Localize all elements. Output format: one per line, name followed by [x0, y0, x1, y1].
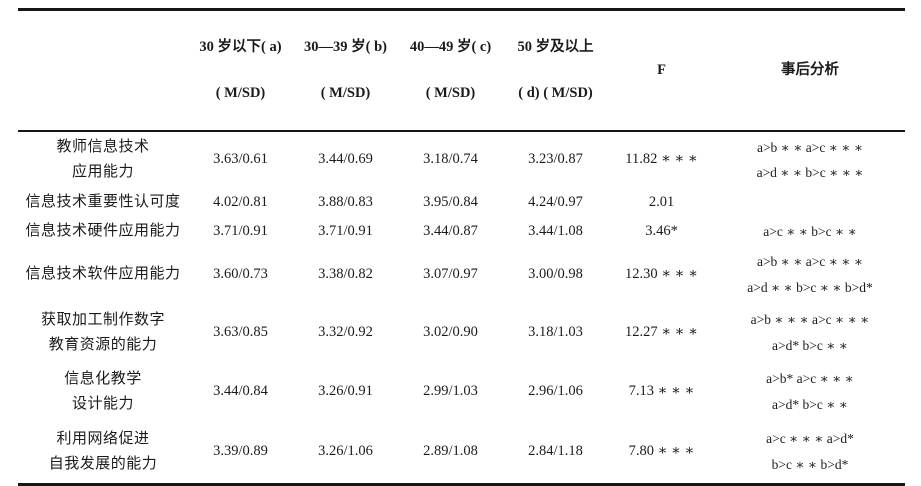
header-cell-group-a: 30 岁以下( a) ( M/SD) — [188, 10, 293, 131]
cell-f-value: 7.80 ∗ ∗ ∗ — [628, 442, 695, 459]
row-label: 信息技术硬件应用能力 — [25, 223, 181, 240]
header-text: 30—39 岁( b) — [304, 38, 387, 55]
cell-group-a: 3.63/0.61 — [213, 151, 268, 168]
cell-group-d: 3.44/1.08 — [528, 222, 583, 239]
cell-group-b: 3.26/1.06 — [318, 442, 373, 459]
cell-posthoc: a>b ∗ ∗ a>c ∗ ∗ ∗ a>d ∗ ∗ b>c ∗ ∗ ∗ — [756, 139, 864, 181]
cell-group-c: 2.89/1.08 — [423, 442, 478, 459]
cell-group-b: 3.88/0.83 — [318, 193, 373, 210]
cell-group-a: 3.63/0.85 — [213, 323, 268, 340]
cell-group-d: 2.96/1.06 — [528, 382, 583, 399]
cell-f-value: 11.82 ∗ ∗ ∗ — [625, 151, 698, 168]
row-label: 信息化教学 设计能力 — [64, 370, 142, 412]
cell-group-d: 3.18/1.03 — [528, 323, 583, 340]
header-cell-posthoc: 事后分析 — [715, 10, 905, 131]
table-row: 信息技术硬件应用能力 3.71/0.91 3.71/0.91 3.44/0.87… — [18, 217, 905, 247]
header-text: F — [657, 62, 666, 79]
header-text: 30 岁以下( a) — [199, 38, 282, 55]
paper-table-page: 30 岁以下( a) ( M/SD) 30—39 岁( b) ( M/SD) 4… — [18, 8, 905, 486]
header-cell-rowlabel — [18, 10, 188, 131]
header-text: 40—49 岁( c) — [409, 38, 492, 55]
cell-f-value: 12.27 ∗ ∗ ∗ — [624, 323, 699, 340]
cell-group-d: 2.84/1.18 — [528, 442, 583, 459]
table-row: 信息技术重要性认可度 4.02/0.81 3.88/0.83 3.95/0.84… — [18, 189, 905, 217]
header-subtext: ( d) ( M/SD) — [518, 85, 593, 102]
row-label: 获取加工制作数字 教育资源的能力 — [40, 311, 165, 353]
table-row: 获取加工制作数字 教育资源的能力 3.63/0.85 3.32/0.92 3.0… — [18, 303, 905, 363]
cell-posthoc: a>c ∗ ∗ b>c ∗ ∗ — [763, 223, 857, 239]
cell-group-b: 3.71/0.91 — [318, 222, 373, 239]
cell-posthoc — [715, 189, 905, 217]
cell-posthoc: a>b ∗ ∗ ∗ a>c ∗ ∗ ∗ a>d* b>c ∗ ∗ — [750, 312, 870, 353]
header-subtext: ( M/SD) — [215, 85, 266, 102]
header-text: 事后分析 — [781, 62, 839, 79]
header-cell-group-c: 40—49 岁( c) ( M/SD) — [398, 10, 503, 131]
cell-group-c: 3.95/0.84 — [423, 193, 478, 210]
cell-group-b: 3.44/0.69 — [318, 151, 373, 168]
table-row: 利用网络促进 自我发展的能力 3.39/0.89 3.26/1.06 2.89/… — [18, 421, 905, 485]
cell-group-b: 3.32/0.92 — [318, 323, 373, 340]
header-cell-group-d: 50 岁及以上 ( d) ( M/SD) — [503, 10, 608, 131]
cell-posthoc: a>b* a>c ∗ ∗ ∗ a>d* b>c ∗ ∗ — [766, 371, 854, 412]
cell-posthoc: a>b ∗ ∗ a>c ∗ ∗ ∗ a>d ∗ ∗ b>c ∗ ∗ b>d* — [747, 254, 873, 295]
row-label: 信息技术软件应用能力 — [25, 266, 181, 283]
cell-group-a: 3.44/0.84 — [213, 382, 268, 399]
cell-group-a: 3.71/0.91 — [213, 222, 268, 239]
cell-group-c: 3.07/0.97 — [423, 265, 478, 282]
cell-group-c: 2.99/1.03 — [423, 382, 478, 399]
header-subtext: ( M/SD) — [425, 85, 476, 102]
cell-f-value: 2.01 — [648, 193, 675, 210]
cell-f-value: 7.13 ∗ ∗ ∗ — [628, 382, 695, 399]
table-row: 信息化教学 设计能力 3.44/0.84 3.26/0.91 2.99/1.03… — [18, 363, 905, 421]
row-label: 利用网络促进 自我发展的能力 — [48, 431, 158, 472]
cell-group-c: 3.02/0.90 — [423, 323, 478, 340]
cell-group-c: 3.18/0.74 — [423, 151, 478, 168]
anova-results-table: 30 岁以下( a) ( M/SD) 30—39 岁( b) ( M/SD) 4… — [18, 8, 905, 486]
header-text: 50 岁及以上 — [517, 38, 594, 55]
row-label: 信息技术重要性认可度 — [25, 194, 181, 211]
table-row: 教师信息技术 应用能力 3.63/0.61 3.44/0.69 3.18/0.7… — [18, 131, 905, 189]
cell-group-a: 4.02/0.81 — [213, 193, 268, 210]
cell-group-b: 3.26/0.91 — [318, 382, 373, 399]
cell-group-a: 3.39/0.89 — [213, 442, 268, 459]
cell-group-d: 4.24/0.97 — [528, 193, 583, 210]
cell-group-b: 3.38/0.82 — [318, 265, 373, 282]
cell-posthoc: a>c ∗ ∗ ∗ a>d* b>c ∗ ∗ b>d* — [766, 431, 854, 472]
header-subtext: ( M/SD) — [320, 85, 371, 102]
table-row: 信息技术软件应用能力 3.60/0.73 3.38/0.82 3.07/0.97… — [18, 247, 905, 303]
cell-f-value: 12.30 ∗ ∗ ∗ — [624, 265, 699, 282]
header-row: 30 岁以下( a) ( M/SD) 30—39 岁( b) ( M/SD) 4… — [18, 10, 905, 131]
cell-group-c: 3.44/0.87 — [423, 222, 478, 239]
cell-group-a: 3.60/0.73 — [213, 265, 268, 282]
cell-group-d: 3.23/0.87 — [528, 151, 583, 168]
header-cell-f: F — [608, 10, 715, 131]
row-label: 教师信息技术 应用能力 — [56, 139, 150, 181]
cell-group-d: 3.00/0.98 — [528, 265, 583, 282]
cell-f-value: 3.46* — [645, 222, 678, 239]
header-cell-group-b: 30—39 岁( b) ( M/SD) — [293, 10, 398, 131]
